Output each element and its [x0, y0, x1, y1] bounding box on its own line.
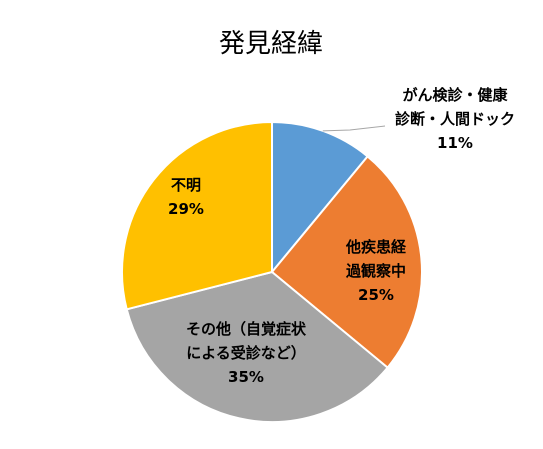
slice-value-label: 29% [168, 200, 204, 218]
slice-name-line: がん検診・健康 [402, 86, 508, 104]
leader-line-1 [322, 125, 386, 132]
slice-name-line: 他疾患経 [345, 238, 407, 256]
chart-title: 発見経緯 [219, 29, 323, 59]
pie-slice-4 [121, 120, 273, 311]
slice-name-line: その他（自覚症状 [186, 320, 307, 338]
slice-name-line: 診断・人間ドック [395, 110, 515, 128]
slice-name-line: 不明 [171, 176, 201, 194]
pie-slices [121, 120, 423, 423]
slice-value-label: 25% [358, 286, 394, 304]
leader-lines [322, 125, 386, 132]
slice-name-line: による受診など） [186, 344, 306, 362]
slice-labels: がん検診・健康診断・人間ドック 11% 他疾患経過観察中 25% その他（自覚症状による… [168, 86, 515, 386]
pie-slice-2 [270, 155, 423, 370]
slice-value-label: 11% [437, 134, 473, 152]
slice-label-2: 他疾患経過観察中 25% [345, 238, 407, 304]
slice-label-1: がん検診・健康診断・人間ドック 11% [395, 86, 515, 152]
slice-label-4: 不明 29% [168, 176, 204, 218]
pie-slice-3 [125, 270, 389, 423]
slice-name-line: 過観察中 [345, 262, 406, 280]
pie-slice-1 [271, 120, 370, 275]
slice-value-label: 35% [228, 368, 264, 386]
slice-label-3: その他（自覚症状による受診など） 35% [186, 320, 307, 386]
